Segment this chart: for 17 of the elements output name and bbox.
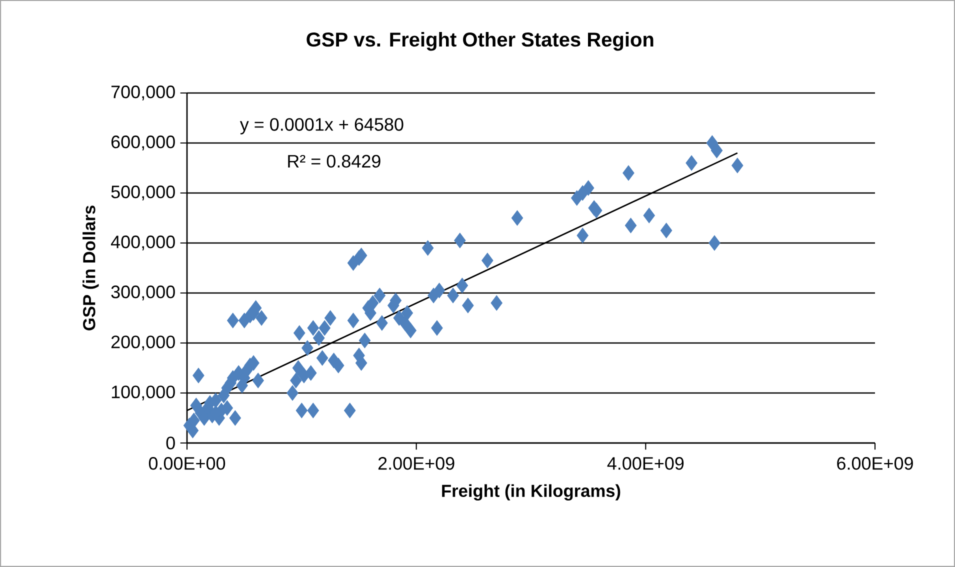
y-tick-label: 400,000 [110, 236, 175, 250]
y-tick-label: 200,000 [111, 336, 175, 350]
y-tick-label: 700,000 [111, 86, 175, 100]
x-tick-label: 6.00E+09 [837, 457, 913, 470]
annotation: R² = 0.8429 [288, 154, 380, 168]
y-tick-label: 0 [166, 436, 175, 450]
y-tick-label: 600,000 [111, 136, 175, 150]
annotation: y = 0.0001x + 64580 [240, 118, 404, 134]
x-axis-title: Freight (in Kilograms) [442, 484, 620, 501]
x-tick-label: 2.00E+09 [378, 457, 454, 470]
chart-title: GSP vs. Freight Other States Region [306, 32, 654, 51]
y-axis-title: GSP (in Dollars [82, 206, 99, 330]
y-tick-label: 500,000 [111, 186, 175, 200]
y-tick-label: 300,000 [111, 286, 175, 300]
x-tick-label: 4.00E+09 [607, 457, 684, 470]
y-tick-label: 100,000 [112, 386, 175, 400]
x-tick-label: 0.00E+00 [148, 457, 226, 470]
